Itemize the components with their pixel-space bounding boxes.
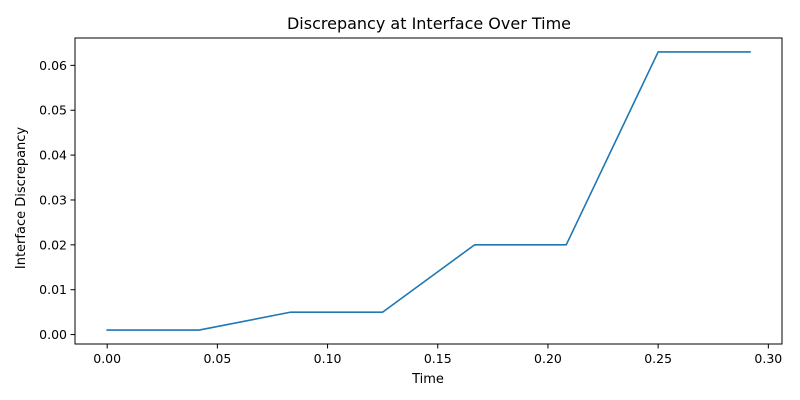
- x-tick-label: 0.10: [314, 351, 342, 366]
- y-tick-label: 0.00: [39, 327, 67, 342]
- x-axis: 0.00 0.05 0.10 0.15 0.20 0.25 0.30: [93, 344, 782, 366]
- plot-frame: [74, 37, 783, 345]
- y-tick-label: 0.02: [39, 237, 67, 252]
- x-tick-label: 0.00: [93, 351, 121, 366]
- chart-title: Discrepancy at Interface Over Time: [287, 14, 571, 33]
- y-tick-label: 0.04: [39, 148, 67, 163]
- y-tick-label: 0.05: [39, 103, 67, 118]
- x-tick-label: 0.20: [534, 351, 562, 366]
- x-tick-label: 0.05: [203, 351, 231, 366]
- x-tick-label: 0.25: [644, 351, 672, 366]
- x-tick-label: 0.15: [424, 351, 452, 366]
- y-tick-label: 0.01: [39, 282, 67, 297]
- y-axis-label: Interface Discrepancy: [14, 127, 29, 270]
- x-tick-label: 0.30: [754, 351, 782, 366]
- x-axis-label: Time: [411, 372, 444, 387]
- plot-area: [106, 51, 751, 331]
- y-tick-label: 0.06: [39, 58, 67, 73]
- y-axis: 0.00 0.01 0.02 0.03 0.04 0.05 0.06: [39, 58, 75, 342]
- series-line: [106, 51, 751, 331]
- y-tick-label: 0.03: [39, 192, 67, 207]
